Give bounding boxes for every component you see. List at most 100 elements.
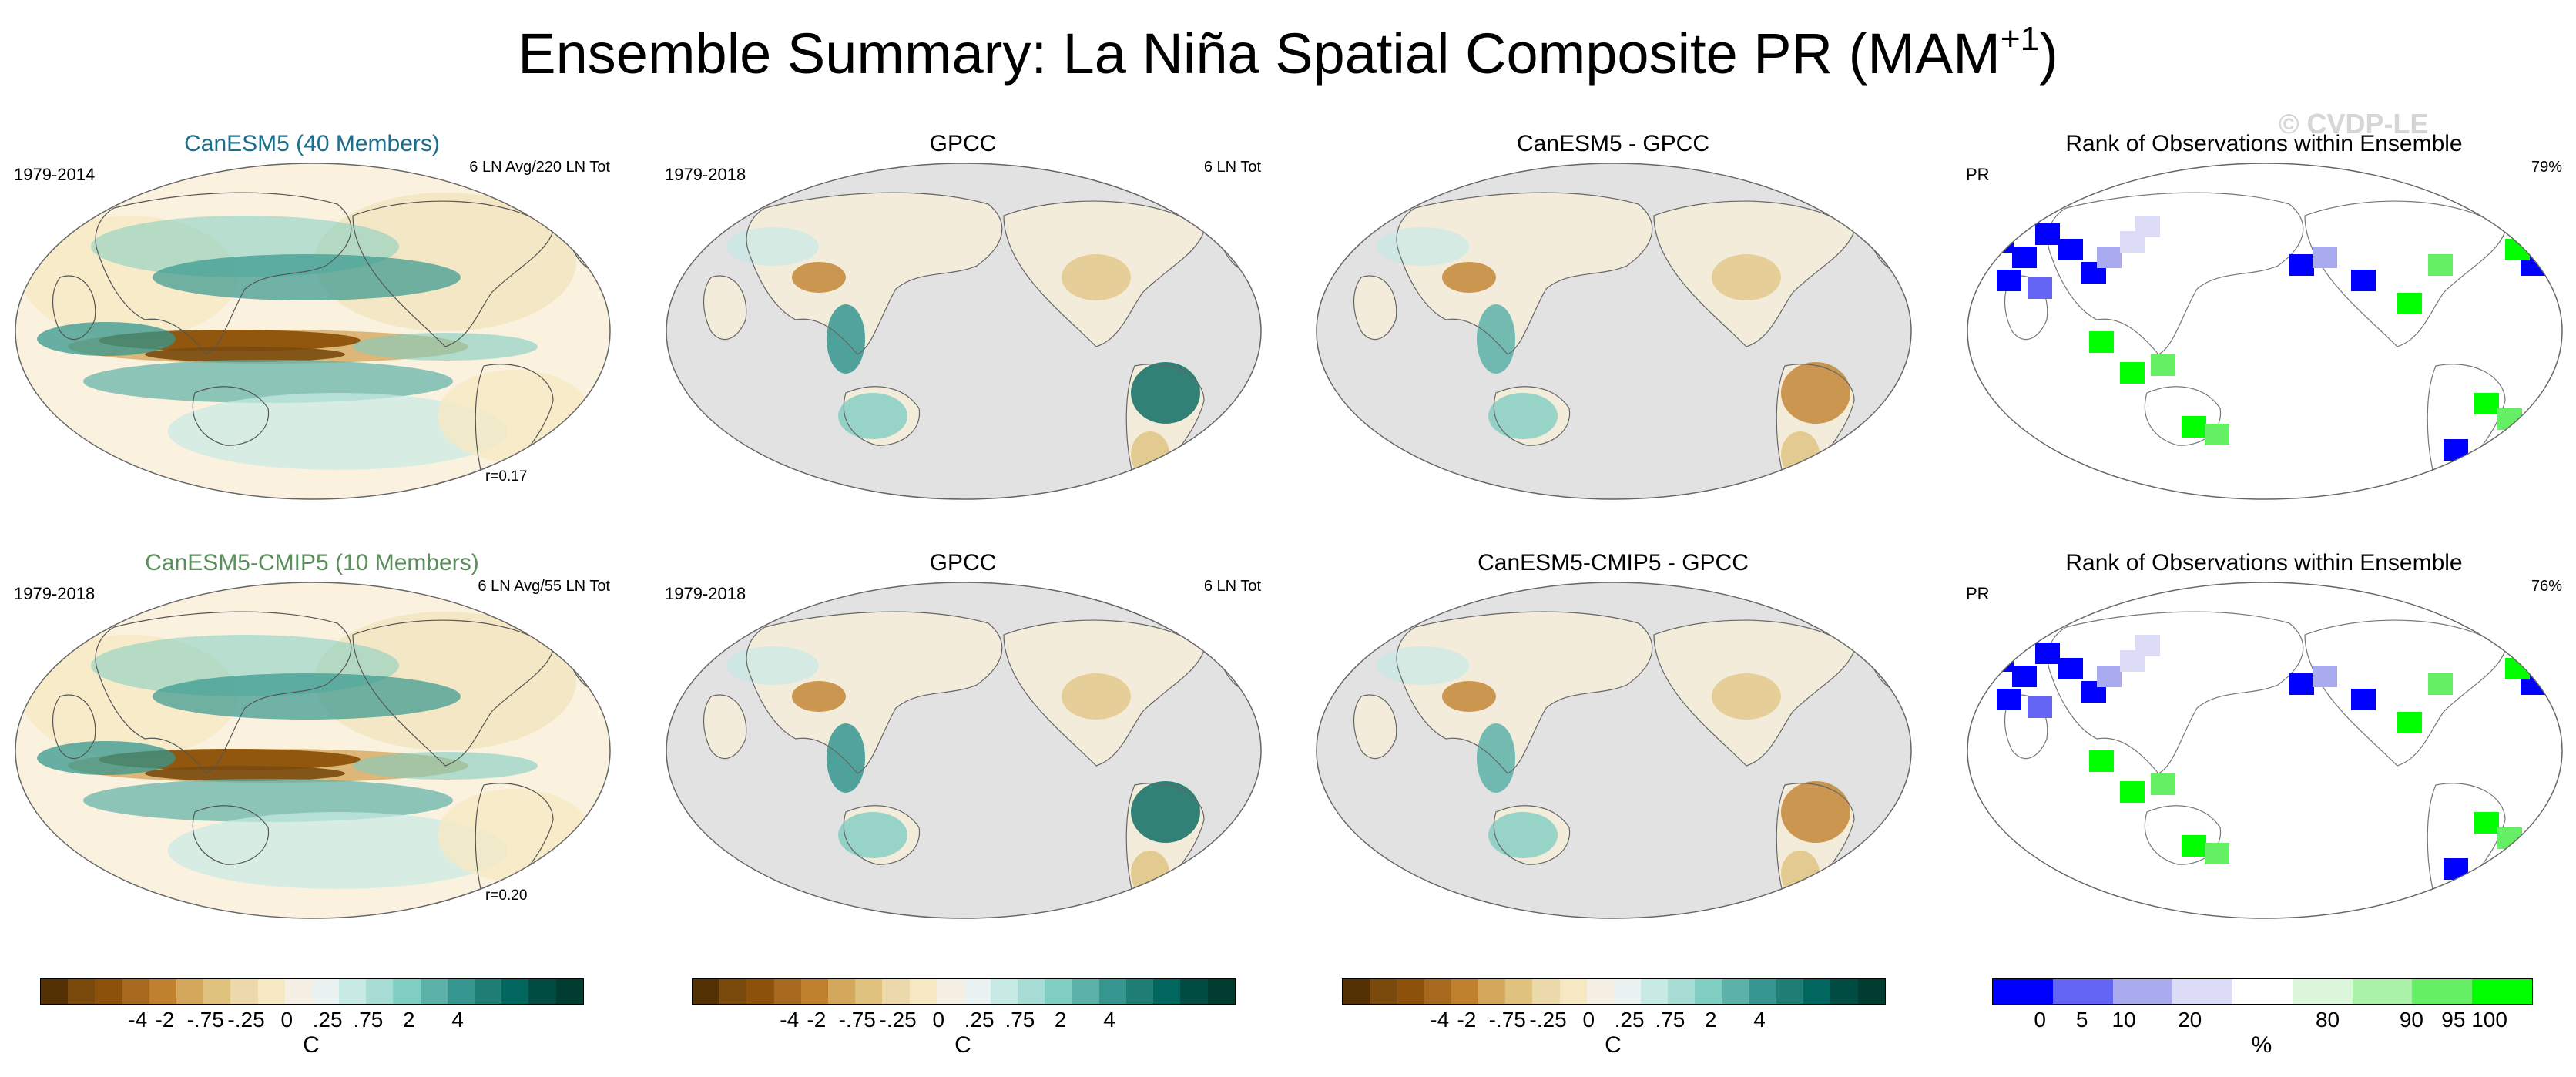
panel-title: GPCC [929,131,997,156]
colorbar-swatch [176,979,204,1004]
colorbar-swatch [2292,979,2353,1004]
colorbar-tick-label: -2 [155,1008,175,1032]
colorbar-swatch [284,979,312,1004]
panel-title: CanESM5-CMIP5 - GPCC [1478,550,1749,575]
panel-title: CanESM5 - GPCC [1516,131,1710,156]
colorbar-tick-label: 5 [2075,1008,2088,1032]
colorbar-swatch [1668,979,1696,1004]
panel-period-label: PR [1966,584,1990,603]
colorbar-swatch [501,979,529,1004]
world-map-model [15,163,611,500]
colorbar-2: -4 -2 -.75 -.25 0 .25 .75 2 4 C [692,972,1277,1058]
colorbar-swatch [1180,979,1208,1004]
colorbar-swatch [1722,979,1749,1004]
colorbar-swatch [827,979,856,1004]
colorbar-swatch [2052,979,2113,1004]
panel-period-label: 1979-2014 [14,165,96,184]
colorbar-3: -4 -2 -.75 -.25 0 .25 .75 2 4 C [1342,972,1927,1058]
colorbar-swatch [1803,979,1831,1004]
panel-title: CanESM5-CMIP5 (10 Members) [145,550,479,575]
panel-title: Rank of Observations within Ensemble [2065,550,2463,575]
colorbar-swatches [1342,978,1886,1005]
colorbar-tick-label: 0 [2034,1008,2047,1032]
colorbar-swatch [41,979,69,1004]
colorbar-tick-label: 0 [932,1008,945,1032]
map-panel-r2c2: GPCC 1979-2018 6 LN Tot [659,535,1267,928]
panel-count-label: 79% [2531,159,2562,176]
colorbar-tick-label: .25 [1614,1008,1645,1032]
colorbar-swatches [40,978,584,1005]
world-map-diff [1316,582,1912,919]
colorbar-swatch [1613,979,1642,1004]
colorbar-swatch [2412,979,2473,1004]
colorbar-tick-label: -2 [807,1008,827,1032]
colorbar-swatch [693,979,720,1004]
colorbar-swatch [1559,979,1587,1004]
colorbar-swatch [366,979,394,1004]
colorbar-unit-label: C [1605,1032,1622,1058]
colorbar-swatch [149,979,176,1004]
colorbar-tick-label: -4 [1430,1008,1450,1032]
colorbar-swatch [719,979,747,1004]
colorbar-swatch [1207,979,1235,1004]
colorbar-unit-label: C [954,1032,971,1058]
colorbar-tick-label: 2 [402,1008,415,1032]
colorbar-swatch [122,979,149,1004]
colorbar-tick-label: -.75 [838,1008,876,1032]
world-map-obs [666,163,1262,500]
map-panel-r2c3: CanESM5-CMIP5 - GPCC [1309,535,1917,928]
colorbar-tick-label: -4 [128,1008,148,1032]
colorbar-swatch [773,979,801,1004]
colorbar-swatch [2352,979,2413,1004]
colorbar-tick-label: 100 [2471,1008,2507,1032]
colorbar-tick-label: .75 [1005,1008,1035,1032]
colorbar-swatch [311,979,340,1004]
colorbar-swatch [2172,979,2233,1004]
world-map-diff [1316,163,1912,500]
colorbar-tick-label: 80 [2315,1008,2340,1032]
colorbar-swatch [203,979,231,1004]
page-title: Ensemble Summary: La Niña Spatial Compos… [518,20,2058,86]
colorbar-swatch [1749,979,1776,1004]
map-panel-r1c4: Rank of Observations within Ensemble PR 79… [1960,116,2568,508]
world-map-rank [1967,582,2563,919]
colorbar-swatch [991,979,1018,1004]
colorbar-swatch [909,979,937,1004]
colorbar-tick-label: -.25 [1529,1008,1567,1032]
colorbar-swatch [1343,979,1370,1004]
colorbar-swatch [528,979,556,1004]
colorbar-swatch [1098,979,1126,1004]
colorbar-swatch [1505,979,1533,1004]
panel-period-label: 1979-2018 [665,584,746,603]
colorbar-tick-label: -4 [780,1008,800,1032]
colorbar-tick-label: .25 [312,1008,343,1032]
colorbar-swatch [257,979,285,1004]
colorbar-tick-label: .75 [353,1008,384,1032]
map-panel-r1c1: CanESM5 (40 Members) 1979-2014 6 LN Avg/22… [8,116,616,508]
map-panel-r2c4: Rank of Observations within Ensemble PR 76… [1960,535,2568,928]
colorbar-swatch [95,979,122,1004]
colorbar-tick-label: -.75 [186,1008,224,1032]
colorbar-tick-label: 20 [2178,1008,2202,1032]
colorbar-swatch [230,979,258,1004]
colorbar-swatch [68,979,96,1004]
colorbar-swatch [800,979,828,1004]
panel-title: GPCC [929,550,997,575]
colorbar-swatch [855,979,883,1004]
colorbar-swatch [420,979,448,1004]
colorbar-tick-label: -.25 [227,1008,265,1032]
panel-count-label: 6 LN Avg/55 LN Tot [478,578,610,595]
colorbar-swatch [1370,979,1397,1004]
colorbar-swatch [1153,979,1181,1004]
map-panel-r2c1: CanESM5-CMIP5 (10 Members) 1979-2018 6 LN … [8,535,616,928]
map-panel-r1c2: GPCC 1979-2018 6 LN Tot [659,116,1267,508]
colorbar-tick-label: .25 [964,1008,995,1032]
colorbar-swatch [475,979,502,1004]
panel-title: CanESM5 (40 Members) [184,131,440,156]
colorbar-swatch [2112,979,2173,1004]
watermark: © CVDP-LE [2279,108,2429,139]
colorbar-swatch [2232,979,2293,1004]
colorbar-tick-label: 90 [2399,1008,2424,1032]
colorbar-swatch [963,979,991,1004]
colorbar-tick-label: 4 [1753,1008,1766,1032]
